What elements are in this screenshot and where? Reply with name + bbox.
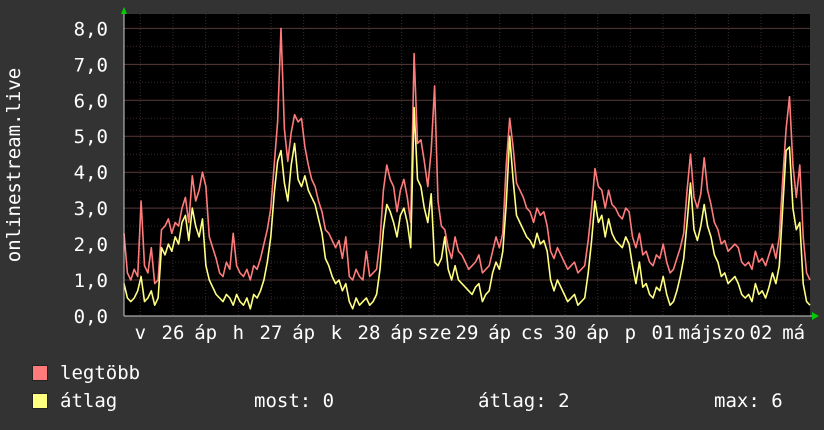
x-tick-label: áp <box>586 322 609 344</box>
y-tick-label: 6,0 <box>74 90 108 112</box>
x-tick-label: h <box>233 322 244 344</box>
axes <box>121 7 819 320</box>
x-tick-label: áp <box>194 322 217 344</box>
stat-max: max: 6 <box>714 390 783 412</box>
x-tick-label: áp <box>488 322 511 344</box>
y-tick-label: 7,0 <box>74 54 108 76</box>
x-tick-label: áp <box>292 322 315 344</box>
x-tick-label: 02 <box>750 322 773 344</box>
legend-swatch-avg <box>32 393 48 409</box>
y-tick-label: 8,0 <box>74 18 108 40</box>
legend-swatch-max <box>32 365 48 381</box>
chart: 0,01,02,03,04,05,06,07,08,0 v 26 áp h 27 áp k 2… <box>3 7 819 344</box>
x-tick-label: sze <box>417 322 451 344</box>
x-tick-label: 29 <box>456 322 479 344</box>
y-tick-label: 4,0 <box>74 162 108 184</box>
legend-item-max: legtöbb <box>32 362 140 384</box>
stat-current: most: 0 <box>254 390 335 412</box>
legend-label-avg: átlag <box>60 390 118 412</box>
x-tick-label: 30 <box>554 322 577 344</box>
series-group <box>123 27 811 310</box>
x-tick-label: 26 <box>162 322 185 344</box>
y-tick-label: 5,0 <box>74 126 108 148</box>
x-tick-label: 01 <box>652 322 675 344</box>
x-tick-label: szo <box>711 322 745 344</box>
x-tick-label: má <box>782 322 805 344</box>
y-tick-label: 0,0 <box>74 306 108 328</box>
y-tick-label: 2,0 <box>74 234 108 256</box>
y-axis-arrow-icon <box>121 7 127 14</box>
y-ticks: 0,0 1,0 2,0 3,0 4,0 5,0 6,0 7,0 8,0 <box>74 18 108 328</box>
y-tick-label: 3,0 <box>74 198 108 220</box>
x-tick-label: 27 <box>260 322 283 344</box>
x-tick-label: máj <box>679 322 713 344</box>
x-tick-label: k <box>331 322 343 344</box>
x-axis-arrow-icon <box>812 312 819 320</box>
y-axis-label: onlinestream.live <box>3 68 25 262</box>
x-tick-label: cs <box>521 322 544 344</box>
grid <box>124 14 810 317</box>
stat-average: átlag: 2 <box>478 390 570 412</box>
x-tick-label: 28 <box>358 322 381 344</box>
x-tick-label: p <box>625 322 636 344</box>
y-tick-label: 1,0 <box>74 270 108 292</box>
x-tick-label: v <box>135 322 146 344</box>
legend-item-avg: átlag <box>32 390 117 412</box>
series-line-max <box>123 27 811 285</box>
legend-label-max: legtöbb <box>60 362 141 384</box>
x-tick-label: áp <box>390 322 413 344</box>
series-line-avg <box>123 106 811 310</box>
